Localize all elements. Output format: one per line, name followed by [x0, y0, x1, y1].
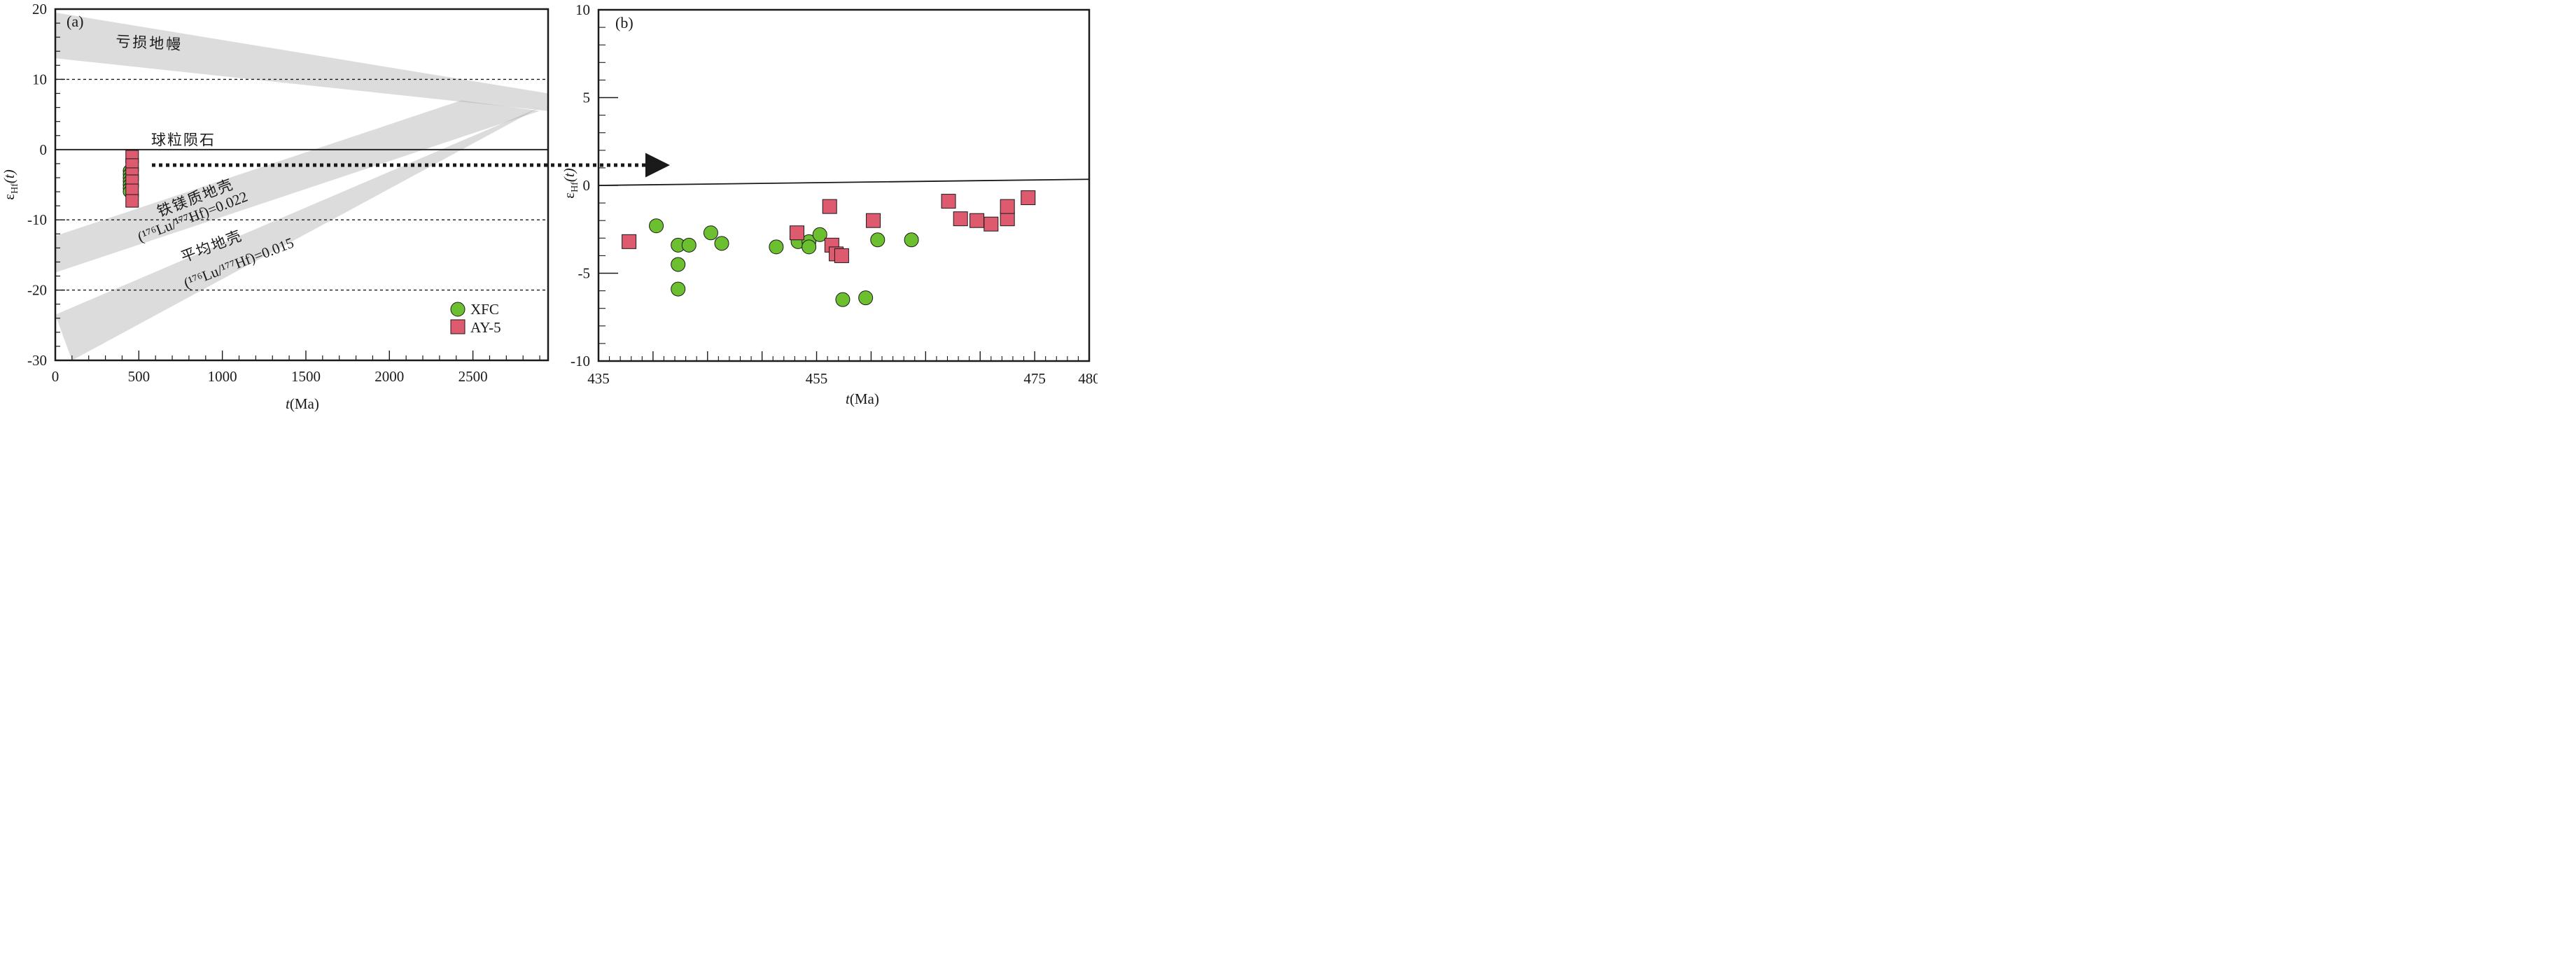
y-tick-label: 20	[32, 1, 47, 17]
reference-lines	[55, 78, 548, 291]
ay5-point	[822, 199, 837, 214]
y-tick-label: 10	[575, 1, 590, 18]
xfc-point	[904, 232, 919, 248]
panel-b-ticks: 435 455 475 480 10 5 0 -5 -10	[570, 1, 1098, 387]
panel-a-label: (a)	[66, 13, 83, 30]
xfc-point	[858, 290, 874, 306]
depleted-mantle-label: 亏损地幔	[115, 33, 183, 53]
panel-b-reference-line	[598, 178, 1089, 186]
ay5-point	[941, 194, 956, 209]
x-tick-label: 1500	[291, 368, 321, 385]
x-tick-label: 455	[806, 370, 828, 387]
ay5-point	[1000, 211, 1015, 227]
xfc-point	[835, 292, 850, 307]
panel-a: 0 500 1000 1500 2000 2500 20 10 0 -10 -20 -30 (a) 亏…	[1, 1, 550, 412]
xfc-point	[671, 257, 686, 272]
y-tick-label: -5	[578, 265, 591, 282]
chondrite-label: 球粒陨石	[151, 132, 216, 148]
xfc-point	[703, 225, 718, 241]
ay5-point	[969, 213, 985, 228]
y-tick-label: -30	[27, 352, 47, 369]
y-tick-label: 0	[40, 141, 48, 158]
panel-b-frame	[597, 8, 1091, 362]
svg-text:εHf(t): εHf(t)	[561, 168, 580, 198]
panel-a-x-axis-title: t(Ma)	[286, 395, 319, 412]
evolution-bands	[55, 13, 548, 360]
ay5-point	[622, 234, 637, 249]
panel-a-points	[122, 150, 139, 208]
ay5-point	[1021, 190, 1036, 206]
panel-b-points	[622, 190, 1036, 307]
ay5-point	[953, 211, 968, 227]
legend-ay5-label: AY-5	[470, 319, 501, 336]
xfc-point	[671, 281, 686, 297]
ay5-point	[983, 216, 999, 232]
y-tick-label: 5	[583, 90, 591, 106]
panel-b: 435 455 475 480 10 5 0 -5 -10 (b) t(Ma) εHf(t)	[561, 1, 1098, 407]
x-tick-label: 475	[1023, 370, 1046, 387]
xfc-point	[681, 237, 696, 253]
panel-a-frame	[54, 8, 550, 362]
ay5-point	[866, 213, 881, 228]
chondrite-line	[598, 178, 1089, 186]
y-tick-label: -10	[570, 353, 590, 369]
x-tick-label: 2500	[458, 368, 488, 385]
legend-ay5-marker	[450, 319, 465, 334]
x-tick-label: 480	[1078, 370, 1098, 387]
y-tick-label: -10	[27, 211, 47, 228]
xfc-point	[812, 227, 827, 242]
x-tick-label: 500	[128, 368, 150, 385]
x-tick-label: 0	[52, 368, 59, 385]
x-tick-label: 2000	[374, 368, 404, 385]
ay5-point	[834, 248, 849, 263]
svg-text:εHf(t): εHf(t)	[1, 169, 20, 199]
y-tick-label: -20	[27, 282, 47, 299]
y-tick-label: 0	[583, 177, 591, 194]
panel-b-label: (b)	[615, 14, 634, 31]
ay5-point	[790, 225, 805, 241]
average-crust-band	[55, 107, 540, 360]
mafic-crust-band	[55, 100, 540, 273]
ay5-point	[125, 194, 139, 208]
legend-xfc-marker	[450, 302, 465, 317]
panel-b-y-axis-title: εHf(t)	[561, 168, 580, 198]
xfc-point	[714, 236, 729, 251]
panel-a-y-axis-title: εHf(t)	[1, 169, 20, 199]
y-tick-label: 10	[32, 71, 47, 87]
legend-xfc-label: XFC	[470, 301, 499, 318]
legend: XFC AY-5	[450, 301, 501, 336]
xfc-point	[649, 218, 664, 234]
ay5-point	[1000, 199, 1015, 214]
xfc-point	[769, 239, 784, 255]
xfc-point	[802, 239, 817, 255]
panel-b-x-axis-title: t(Ma)	[846, 390, 879, 407]
panel-a-ticks: 0 500 1000 1500 2000 2500 20 10 0 -10 -20 -30	[27, 1, 540, 385]
x-tick-label: 435	[587, 370, 610, 387]
hf-isotope-figure: 0 500 1000 1500 2000 2500 20 10 0 -10 -20 -30 (a) 亏…	[1, 1, 1098, 412]
xfc-point	[870, 232, 886, 248]
x-tick-label: 1000	[208, 368, 237, 385]
depleted-mantle-band	[55, 13, 548, 111]
